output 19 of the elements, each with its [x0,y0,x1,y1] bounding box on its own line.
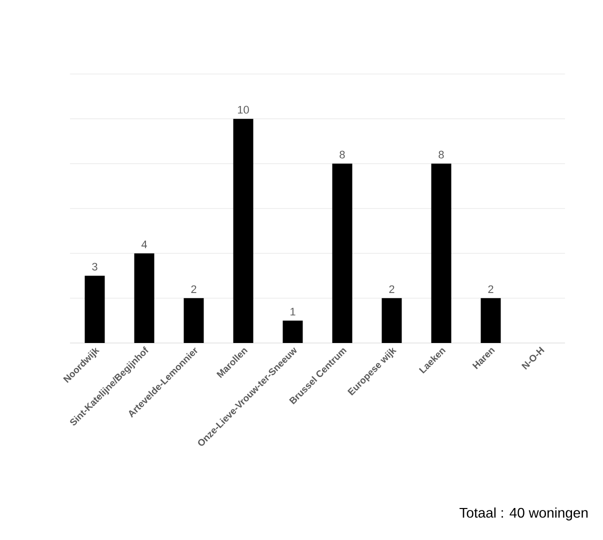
data-label: 8 [340,150,345,158]
bar [332,164,352,343]
bar [233,118,254,343]
data-label: 4 [141,240,147,248]
data-label: 3 [92,262,98,271]
data-label: 1 [290,308,296,316]
data-label: 2 [389,285,394,293]
data-label: 10 [238,106,249,114]
data-label: 2 [488,285,494,293]
text: Totaal : 40 woningen [460,507,588,520]
bar [480,298,501,343]
data-label: 2 [191,285,196,293]
data-label: 8 [438,150,444,158]
bar [134,253,154,343]
bar [382,298,402,343]
bar [184,298,204,343]
bar [84,276,105,343]
bar [282,320,303,343]
bar [431,164,452,343]
